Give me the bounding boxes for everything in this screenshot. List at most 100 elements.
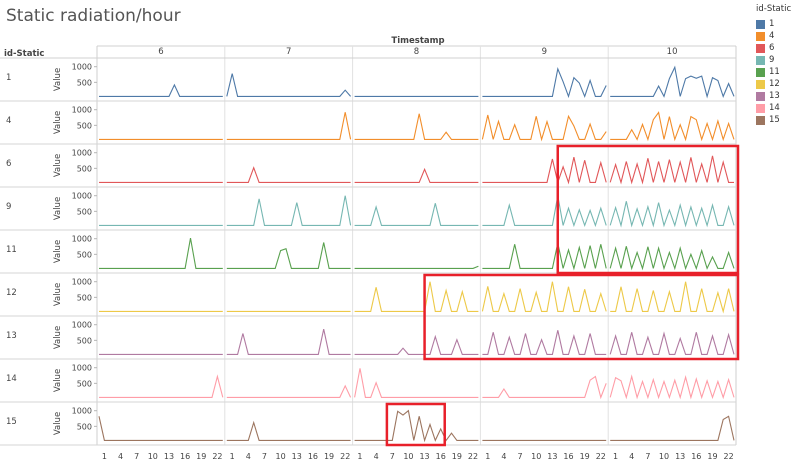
series-line-6: [482, 156, 607, 185]
x-tick-label: 22: [724, 452, 734, 461]
y-tick-label: 1000: [72, 149, 92, 158]
x-tick-label: 16: [691, 452, 701, 461]
x-tick-label: 22: [340, 452, 350, 461]
legend-label: 14: [769, 103, 780, 113]
legend-label: 4: [769, 31, 775, 41]
legend-swatch: [756, 31, 765, 41]
series-line-1: [99, 83, 223, 97]
row-label: 13: [6, 331, 17, 341]
y-tick-label: 500: [77, 422, 92, 431]
x-tick-label: 19: [324, 452, 334, 461]
value-axis-label: Value: [53, 326, 63, 349]
legend-item[interactable]: 6: [756, 42, 800, 54]
series-line-1: [482, 67, 607, 99]
legend-item[interactable]: 12: [756, 78, 800, 90]
row-label: 14: [6, 374, 17, 384]
x-tick-label: 22: [468, 452, 478, 461]
legend-item[interactable]: 15: [756, 114, 800, 126]
x-tick-label: 13: [164, 452, 174, 461]
row-label: 6: [6, 159, 11, 169]
series-line-15: [226, 420, 351, 441]
series-line-14: [226, 384, 352, 398]
x-tick-label: 16: [180, 452, 190, 461]
legend-swatch: [756, 55, 765, 65]
series-line-13: [609, 331, 735, 355]
legend-item[interactable]: 13: [756, 90, 800, 102]
row-header: id-Static: [4, 49, 44, 59]
row-label: 4: [6, 116, 11, 126]
series-line-12: [610, 281, 735, 314]
legend-item[interactable]: 11: [756, 66, 800, 78]
value-axis-label: Value: [53, 154, 63, 177]
legend: id-Static 1 4 6 9 11 12 13 14 15: [752, 2, 800, 126]
column-header: Timestamp: [391, 36, 444, 46]
x-tick-label: 1: [357, 452, 362, 461]
x-tick-label: 22: [596, 452, 606, 461]
legend-swatch: [756, 67, 765, 77]
column-label: 7: [286, 47, 291, 57]
series-line-6: [354, 167, 479, 183]
x-tick-label: 13: [675, 452, 685, 461]
series-line-6: [609, 155, 734, 185]
column-label: 9: [542, 47, 547, 57]
y-tick-label: 500: [77, 207, 92, 216]
y-tick-label: 1000: [72, 364, 92, 373]
x-tick-label: 13: [419, 452, 429, 461]
x-tick-label: 7: [134, 452, 139, 461]
series-line-14: [609, 374, 735, 400]
x-tick-label: 1: [613, 452, 618, 461]
legend-swatch: [756, 79, 765, 89]
series-line-14: [482, 375, 607, 400]
value-axis-label: Value: [53, 68, 63, 91]
series-line-9: [354, 203, 479, 226]
highlight-box: [385, 402, 446, 447]
x-tick-label: 1: [102, 452, 107, 461]
series-line-15: [610, 415, 735, 441]
y-tick-label: 1000: [72, 192, 92, 201]
x-tick-label: 10: [403, 452, 413, 461]
legend-label: 1: [769, 19, 775, 29]
column-label: 8: [414, 47, 419, 57]
series-line-6: [226, 166, 351, 183]
x-tick-label: 10: [531, 452, 541, 461]
x-tick-label: 16: [308, 452, 318, 461]
series-line-13: [226, 328, 351, 355]
x-tick-label: 19: [196, 452, 206, 461]
trellis-line-chart: Timestamp id-Static 6 7 8 9 10 1 Value 500 1000 4…: [0, 36, 740, 461]
series-line-4: [481, 114, 607, 142]
series-line-11: [226, 242, 351, 269]
x-tick-label: 7: [518, 452, 523, 461]
legend-title: id-Static: [756, 4, 792, 14]
series-line-12: [354, 281, 479, 312]
y-tick-label: 500: [77, 379, 92, 388]
x-tick-label: 16: [563, 452, 573, 461]
value-axis-label: Value: [53, 111, 63, 134]
y-tick-label: 1000: [72, 63, 92, 72]
series-line-13: [482, 330, 607, 355]
series-line-15: [98, 416, 223, 441]
y-tick-label: 1000: [72, 321, 92, 330]
chart-title: Static radiation/hour: [6, 6, 181, 26]
x-tick-label: 4: [501, 452, 506, 461]
x-tick-label: 19: [707, 452, 717, 461]
x-tick-label: 7: [262, 452, 267, 461]
column-label: 10: [667, 47, 678, 57]
legend-item[interactable]: 1: [756, 18, 800, 30]
series-line-12: [481, 281, 607, 312]
legend-item[interactable]: 9: [756, 54, 800, 66]
legend-item[interactable]: 14: [756, 102, 800, 114]
x-tick-label: 13: [547, 452, 557, 461]
x-tick-label: 7: [390, 452, 395, 461]
series-line-11: [354, 265, 479, 269]
y-tick-label: 1000: [72, 407, 92, 416]
row-label: 12: [6, 288, 17, 298]
series-line-9: [226, 195, 352, 226]
x-tick-label: 1: [230, 452, 235, 461]
y-tick-label: 500: [77, 121, 92, 130]
x-tick-label: 10: [148, 452, 158, 461]
legend-item[interactable]: 4: [756, 30, 800, 42]
y-tick-label: 1000: [72, 106, 92, 115]
legend-label: 12: [769, 79, 780, 89]
x-tick-label: 16: [436, 452, 446, 461]
y-tick-label: 500: [77, 336, 92, 345]
